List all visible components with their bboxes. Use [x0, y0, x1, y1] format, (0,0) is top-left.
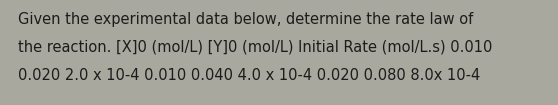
- Text: Given the experimental data below, determine the rate law of: Given the experimental data below, deter…: [18, 12, 473, 27]
- Text: 0.020 2.0 x 10-4 0.010 0.040 4.0 x 10-4 0.020 0.080 8.0x 10-4: 0.020 2.0 x 10-4 0.010 0.040 4.0 x 10-4 …: [18, 68, 480, 83]
- Text: the reaction. [X]0 (mol/L) [Y]0 (mol/L) Initial Rate (mol/L.s) 0.010: the reaction. [X]0 (mol/L) [Y]0 (mol/L) …: [18, 40, 492, 55]
